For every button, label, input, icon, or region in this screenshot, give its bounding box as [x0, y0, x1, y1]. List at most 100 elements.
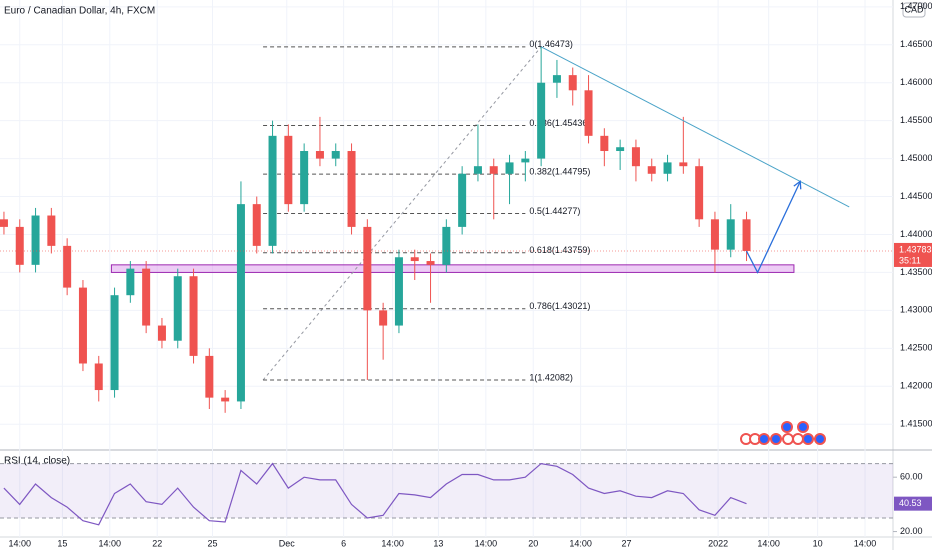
x-tick-label: 14:00 [475, 538, 498, 548]
candle-body [505, 162, 514, 174]
candle-body [742, 219, 751, 251]
rsi-tick-label: 20.00 [900, 526, 923, 536]
candle-body [631, 147, 640, 167]
x-tick-label: 14:00 [854, 538, 877, 548]
candle-body [142, 268, 151, 326]
x-tick-label: Dec [279, 538, 296, 548]
y-tick-label: 1.42500 [900, 343, 932, 353]
projection-path [745, 181, 801, 274]
x-tick-label: 20 [528, 538, 538, 548]
fib-label: 0.618(1.43759) [529, 245, 590, 255]
x-tick-label: 14:00 [569, 538, 592, 548]
currency-badge [902, 2, 926, 18]
candle-body [568, 75, 577, 91]
candle-body [15, 226, 24, 265]
y-tick-label: 1.47000 [900, 1, 932, 11]
fib-diagonal [262, 46, 542, 381]
candle-body [537, 82, 546, 159]
fib-label: 0(1.46473) [529, 39, 573, 49]
event-icons [740, 421, 826, 445]
x-tick-label: 2022 [708, 538, 728, 548]
candle-body [126, 268, 135, 296]
x-tick-label: 13 [433, 538, 443, 548]
rsi-line [3, 462, 747, 526]
candle-body [157, 325, 166, 341]
currency-label: CAD [904, 4, 924, 14]
y-tick-label: 1.43000 [900, 305, 932, 315]
candle-body [410, 257, 419, 262]
x-tick-label: 22 [152, 538, 162, 548]
candle-body [236, 204, 245, 402]
candle-body [695, 166, 704, 220]
fib-label: 0.5(1.44277) [529, 206, 580, 216]
candle-body [710, 219, 719, 250]
candle-body [0, 219, 8, 227]
candle-body [442, 226, 451, 265]
x-tick-label: 14:00 [8, 538, 31, 548]
countdown-label: 35:11 [899, 255, 921, 265]
candle-body [458, 173, 467, 227]
candle-body [394, 257, 403, 326]
candle-body [473, 166, 482, 174]
candle-body [363, 226, 372, 311]
candle-body [584, 90, 593, 136]
fib-label: 0.236(1.45436) [529, 118, 590, 128]
candle-body [284, 135, 293, 205]
candle-body [47, 215, 56, 246]
rsi-tick-label: 60.00 [900, 472, 923, 482]
candle-body [679, 162, 688, 167]
candle-body [205, 355, 214, 398]
candle-body [521, 158, 530, 163]
x-tick-label: 15 [57, 538, 67, 548]
fib-label: 0.382(1.44795) [529, 167, 590, 177]
support-zone [110, 264, 795, 273]
projection-arrowhead [793, 180, 802, 190]
candle-body [616, 147, 625, 152]
candle-body [726, 219, 735, 250]
candle-body [63, 245, 72, 288]
last-price-box [894, 242, 932, 267]
candle-body [489, 166, 498, 174]
candle-body [173, 276, 182, 341]
x-tick-label: 14:00 [757, 538, 780, 548]
candle-body [268, 135, 277, 246]
candle-body [300, 151, 309, 205]
y-tick-label: 1.46500 [900, 39, 932, 49]
y-tick-label: 1.45000 [900, 153, 932, 163]
y-tick-label: 1.44500 [900, 191, 932, 201]
candle-body [647, 166, 656, 174]
candle-body [94, 363, 103, 391]
candle-body [31, 215, 40, 265]
rsi-value-label: 40.53 [899, 498, 922, 508]
candle-body [347, 151, 356, 227]
y-tick-label: 1.41500 [900, 419, 932, 429]
x-tick-label: 14:00 [99, 538, 122, 548]
candle-body [189, 276, 198, 356]
x-tick-label: 10 [813, 538, 823, 548]
trendline [540, 46, 850, 208]
y-tick-label: 1.42000 [900, 381, 932, 391]
rsi-title: RSI (14, close) [4, 456, 70, 467]
candle-body [426, 261, 435, 265]
candle-body [331, 151, 340, 159]
x-tick-label: 27 [621, 538, 631, 548]
candle-body [110, 295, 119, 391]
candle-body [78, 287, 87, 364]
candle-body [663, 162, 672, 174]
candle-body [221, 397, 230, 402]
x-tick-label: 25 [207, 538, 217, 548]
candle-body [315, 151, 324, 159]
fib-label: 1(1.42082) [529, 372, 573, 382]
x-tick-label: 14:00 [381, 538, 404, 548]
candle-body [552, 75, 561, 83]
fib-label: 0.786(1.43021) [529, 301, 590, 311]
y-tick-label: 1.43500 [900, 267, 932, 277]
rsi-band [0, 463, 893, 518]
x-tick-label: 6 [341, 538, 346, 548]
last-price-label: 1.43783 [899, 244, 932, 254]
candle-body [379, 310, 388, 326]
candle-body [600, 135, 609, 152]
y-tick-label: 1.44000 [900, 229, 932, 239]
